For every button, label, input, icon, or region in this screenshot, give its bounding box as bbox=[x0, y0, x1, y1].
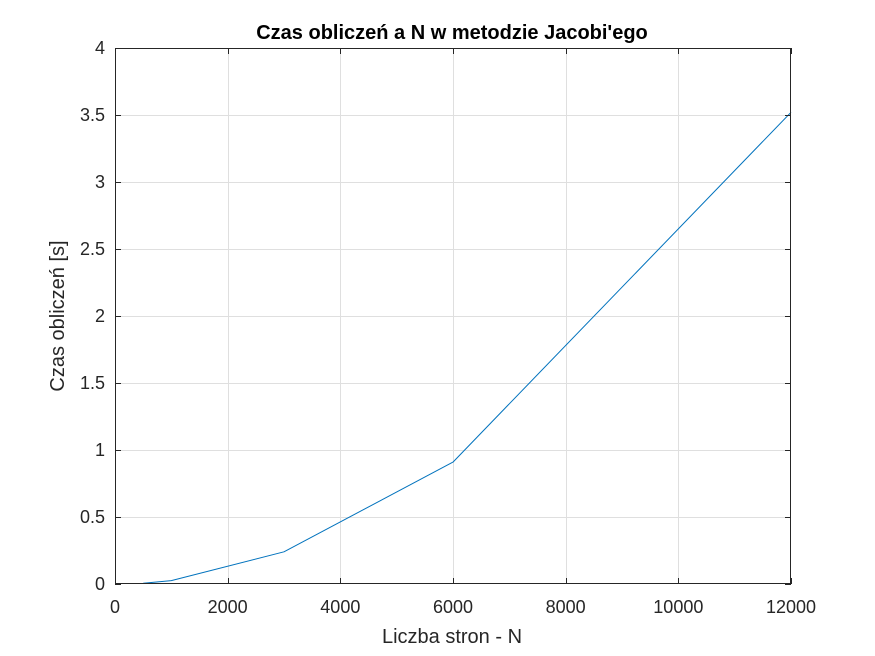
x-tick-label: 4000 bbox=[320, 597, 360, 617]
chart-title: Czas obliczeń a N w metodzie Jacobi'ego bbox=[256, 22, 648, 44]
y-tick-label: 1.5 bbox=[80, 373, 105, 393]
series-layer bbox=[143, 111, 792, 584]
y-tick-label: 3.5 bbox=[80, 105, 105, 125]
y-tick-label: 0 bbox=[95, 574, 105, 594]
x-tick-label: 12000 bbox=[766, 597, 816, 617]
x-tick-label: 8000 bbox=[546, 597, 586, 617]
series-line-0 bbox=[143, 111, 792, 584]
ticks: 0 2000 4000 6000 8000 10000 12000 0 0.5 1 1.5 2 2.5 3… bbox=[80, 38, 816, 617]
grid-lines bbox=[115, 48, 791, 584]
y-tick-label: 1 bbox=[95, 440, 105, 460]
x-tick-label: 0 bbox=[110, 597, 120, 617]
y-axis-label: Czas obliczeń [s] bbox=[47, 240, 69, 391]
y-tick-label: 2.5 bbox=[80, 239, 105, 259]
y-tick-label: 4 bbox=[95, 38, 105, 58]
x-tick-label: 6000 bbox=[433, 597, 473, 617]
x-tick-label: 2000 bbox=[208, 597, 248, 617]
y-tick-label: 2 bbox=[95, 306, 105, 326]
y-tick-label: 3 bbox=[95, 172, 105, 192]
x-axis-label: Liczba stron - N bbox=[382, 626, 522, 648]
y-tick-label: 0.5 bbox=[80, 507, 105, 527]
x-tick-label: 10000 bbox=[653, 597, 703, 617]
